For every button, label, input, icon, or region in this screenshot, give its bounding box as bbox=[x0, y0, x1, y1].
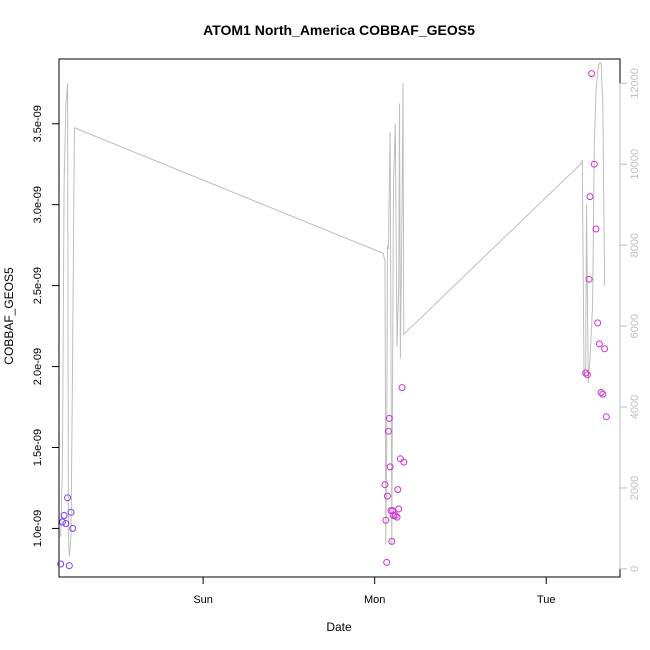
y2-tick-label: 8000 bbox=[629, 233, 641, 257]
plot-frame bbox=[58, 58, 621, 578]
y-axis: 1.0e-09 1.5e-09 2.0e-09 2.5e-09 3.0e-09 3.5e-… bbox=[32, 105, 60, 547]
data-point bbox=[395, 505, 403, 513]
data-point bbox=[388, 537, 396, 545]
y2-tick-label: 0 bbox=[629, 566, 641, 572]
data-point bbox=[384, 427, 392, 435]
data-point bbox=[65, 562, 73, 570]
y2-tick-label: 12000 bbox=[629, 68, 641, 99]
data-point bbox=[69, 524, 77, 532]
y-axis-label: COBBAF_GEOS5 bbox=[2, 267, 16, 365]
data-point bbox=[583, 371, 591, 379]
points-series bbox=[57, 70, 610, 570]
data-point bbox=[391, 512, 399, 519]
y-tick-label: 3.0e-09 bbox=[32, 186, 44, 223]
data-point bbox=[67, 508, 75, 516]
y2-tick-label: 4000 bbox=[629, 395, 641, 419]
chart-title: ATOM1 North_America COBBAF_GEOS5 bbox=[203, 22, 475, 38]
data-point bbox=[396, 455, 404, 463]
data-point bbox=[398, 384, 406, 392]
y2-tick-label: 2000 bbox=[629, 476, 641, 500]
y-tick-label: 1.0e-09 bbox=[32, 510, 44, 547]
data-point bbox=[385, 414, 393, 422]
y2-axis: 0 2000 4000 6000 8000 10000 12000 bbox=[619, 68, 641, 572]
data-point bbox=[582, 369, 590, 377]
x-tick-label: Sun bbox=[193, 594, 213, 606]
data-point bbox=[597, 389, 605, 396]
data-point bbox=[394, 486, 402, 494]
data-point bbox=[400, 458, 408, 466]
data-point bbox=[595, 340, 603, 348]
data-point bbox=[594, 319, 602, 327]
y-tick-label: 1.5e-09 bbox=[32, 429, 44, 466]
y-tick-label: 2.5e-09 bbox=[32, 267, 44, 304]
series-line bbox=[60, 62, 606, 557]
x-axis: Sun Mon Tue bbox=[193, 576, 556, 606]
data-point bbox=[393, 513, 401, 521]
data-point bbox=[601, 345, 609, 353]
data-point bbox=[590, 160, 598, 168]
y2-tick-label: 10000 bbox=[629, 149, 641, 180]
data-point bbox=[592, 225, 600, 233]
x-tick-label: Tue bbox=[537, 594, 556, 606]
data-point bbox=[60, 512, 68, 519]
data-point bbox=[586, 193, 594, 201]
x-tick-label: Mon bbox=[364, 594, 385, 606]
data-point bbox=[599, 390, 607, 398]
line-series bbox=[60, 62, 606, 557]
data-point bbox=[58, 518, 66, 526]
data-point bbox=[62, 520, 70, 528]
data-point bbox=[386, 463, 394, 471]
y-tick-label: 3.5e-09 bbox=[32, 105, 44, 142]
data-point bbox=[585, 275, 593, 283]
data-point bbox=[381, 481, 389, 489]
data-point bbox=[57, 560, 65, 568]
data-point bbox=[588, 70, 596, 78]
data-point bbox=[382, 516, 390, 524]
y-tick-label: 2.0e-09 bbox=[32, 348, 44, 385]
data-point bbox=[602, 413, 610, 421]
x-axis-label: Date bbox=[326, 620, 352, 634]
data-point bbox=[384, 492, 391, 500]
data-point bbox=[64, 494, 72, 502]
y2-tick-label: 6000 bbox=[629, 314, 641, 338]
data-point bbox=[383, 558, 391, 566]
